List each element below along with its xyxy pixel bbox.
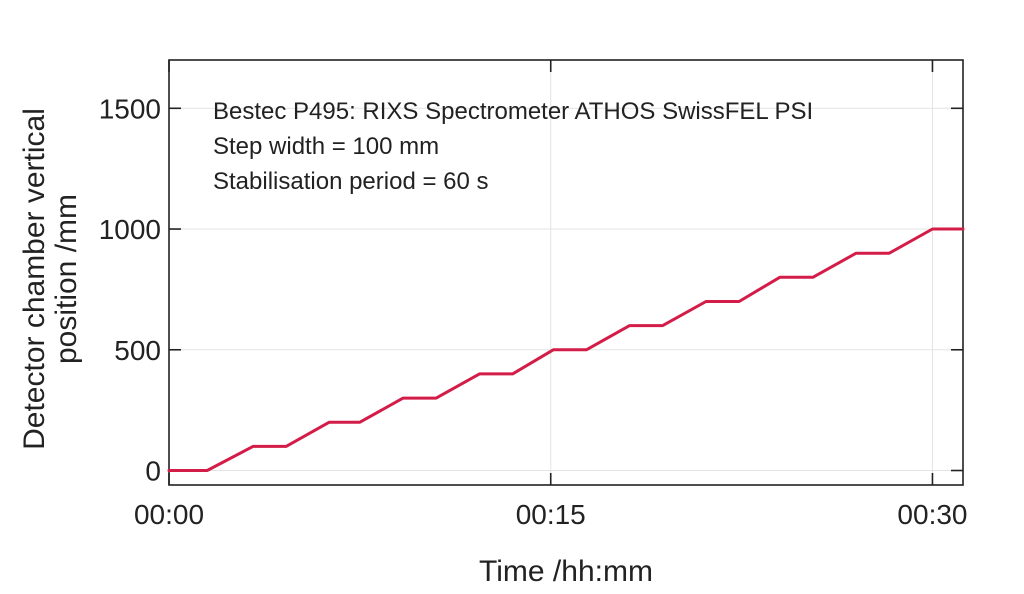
- annotation-line-3: Stabilisation period = 60 s: [213, 168, 489, 195]
- annotation-block: Bestec P495: RIXS Spectrometer ATHOS Swi…: [213, 98, 813, 195]
- y-tick-label: 1500: [99, 93, 161, 124]
- annotation-line-2: Step width = 100 mm: [213, 133, 439, 160]
- y-tick-label: 1000: [99, 214, 161, 245]
- series-layer: [167, 227, 965, 472]
- annotation-line-1: Bestec P495: RIXS Spectrometer ATHOS Swi…: [213, 98, 813, 125]
- series-line: [167, 227, 965, 472]
- plot-frame: [168, 59, 964, 486]
- x-tick-label: 00:15: [516, 499, 586, 530]
- x-tick-label: 00:30: [897, 499, 967, 530]
- x-tick-label: 00:00: [134, 499, 204, 530]
- y-tick-label: 500: [114, 335, 161, 366]
- y-axis-title-line-1: Detector chamber vertical: [18, 108, 51, 450]
- tick-layer: 0 500 1000 1500 00:00 00:15 00:30: [99, 60, 968, 530]
- y-tick-label: 0: [145, 456, 161, 487]
- y-axis-title: Detector chamber vertical position /mm: [18, 108, 83, 450]
- y-axis-title-line-2: position /mm: [50, 194, 83, 364]
- x-axis-title: Time /hh:mm: [479, 555, 653, 588]
